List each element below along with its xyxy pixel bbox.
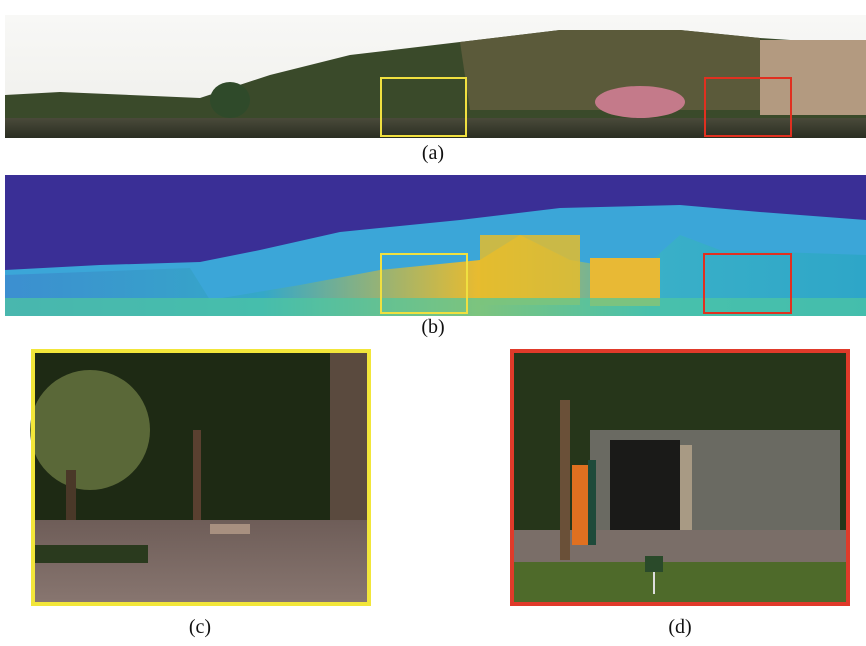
caption: (b) xyxy=(421,316,444,338)
panel-b xyxy=(5,175,866,316)
panel-a xyxy=(5,15,866,138)
panel-c xyxy=(30,351,369,604)
caption: (d) xyxy=(668,616,691,638)
caption: (c) xyxy=(189,616,211,638)
panel-d xyxy=(512,351,848,604)
caption: (a) xyxy=(422,142,444,164)
figure: (a) (b) (c) (d) xyxy=(0,0,866,646)
